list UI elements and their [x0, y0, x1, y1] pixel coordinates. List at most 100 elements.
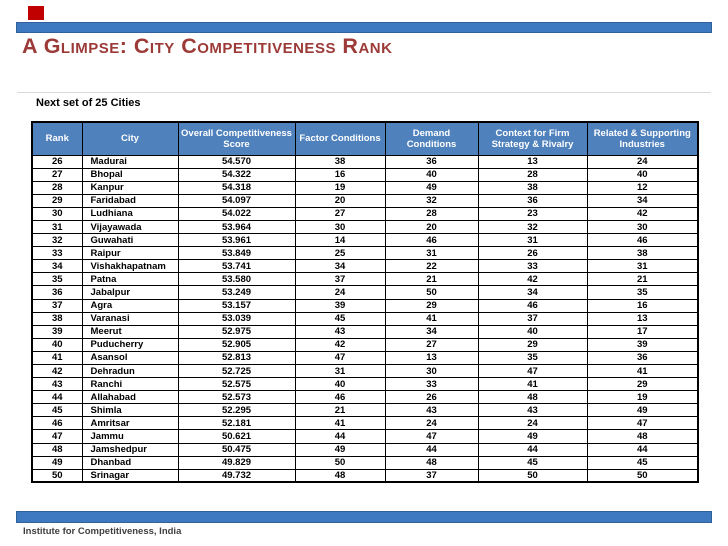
context-rivalry-cell: 43 [477, 403, 588, 418]
column-header: City [81, 121, 179, 156]
context-rivalry-cell: 36 [477, 193, 588, 208]
score-cell: 53.961 [177, 233, 296, 248]
score-cell: 54.318 [177, 180, 296, 195]
city-cell: Puducherry [81, 337, 179, 352]
table-row: 34 Vishakhapatnam 53.741 34 22 33 31 [31, 259, 699, 274]
rank-cell: 43 [31, 377, 83, 392]
score-cell: 53.249 [177, 285, 296, 300]
factor-conditions-cell: 46 [294, 390, 386, 405]
factor-conditions-cell: 27 [294, 206, 386, 221]
table-row: 48 Jamshedpur 50.475 49 44 44 44 [31, 442, 699, 457]
context-rivalry-cell: 24 [477, 416, 588, 431]
related-industries-cell: 30 [586, 219, 699, 235]
city-cell: Guwahati [81, 233, 179, 248]
city-cell: Vijayawada [81, 219, 179, 235]
demand-conditions-cell: 49 [384, 180, 479, 195]
city-cell: Raipur [81, 246, 179, 261]
factor-conditions-cell: 43 [294, 324, 386, 339]
related-industries-cell: 13 [586, 311, 699, 326]
rank-cell: 36 [31, 285, 83, 300]
score-cell: 49.829 [177, 455, 296, 470]
city-cell: Bhopal [81, 167, 179, 182]
context-rivalry-cell: 35 [477, 350, 588, 366]
table-row: 50 Srinagar 49.732 48 37 50 50 [31, 468, 699, 483]
related-industries-cell: 38 [586, 246, 699, 261]
context-rivalry-cell: 47 [477, 363, 588, 379]
table-row: 30 Ludhiana 54.022 27 28 23 42 [31, 206, 699, 221]
rank-cell: 29 [31, 193, 83, 208]
table-row: 31 Vijayawada 53.964 30 20 32 30 [31, 219, 699, 235]
rank-cell: 38 [31, 311, 83, 326]
related-industries-cell: 41 [586, 363, 699, 379]
demand-conditions-cell: 30 [384, 363, 479, 379]
demand-conditions-cell: 40 [384, 167, 479, 182]
city-cell: Ranchi [81, 377, 179, 392]
city-cell: Jammu [81, 429, 179, 444]
related-industries-cell: 17 [586, 324, 699, 339]
factor-conditions-cell: 42 [294, 337, 386, 352]
score-cell: 52.181 [177, 416, 296, 431]
score-cell: 53.039 [177, 311, 296, 326]
context-rivalry-cell: 28 [477, 167, 588, 182]
slide-accent-square [28, 6, 44, 20]
score-cell: 53.964 [177, 219, 296, 235]
related-industries-cell: 34 [586, 193, 699, 208]
demand-conditions-cell: 21 [384, 272, 479, 287]
factor-conditions-cell: 47 [294, 350, 386, 366]
factor-conditions-cell: 30 [294, 219, 386, 235]
demand-conditions-cell: 50 [384, 285, 479, 300]
demand-conditions-cell: 29 [384, 298, 479, 313]
score-cell: 50.621 [177, 429, 296, 444]
table-row: 28 Kanpur 54.318 19 49 38 12 [31, 180, 699, 195]
factor-conditions-cell: 40 [294, 377, 386, 392]
context-rivalry-cell: 31 [477, 233, 588, 248]
factor-conditions-cell: 31 [294, 363, 386, 379]
related-industries-cell: 46 [586, 233, 699, 248]
factor-conditions-cell: 38 [294, 154, 386, 169]
score-cell: 53.741 [177, 259, 296, 274]
column-header: Demand Conditions [384, 121, 479, 156]
context-rivalry-cell: 29 [477, 337, 588, 352]
related-industries-cell: 39 [586, 337, 699, 352]
score-cell: 52.295 [177, 403, 296, 418]
footer-credit: Institute for Competitiveness, India [23, 526, 182, 537]
context-rivalry-cell: 23 [477, 206, 588, 221]
factor-conditions-cell: 37 [294, 272, 386, 287]
city-cell: Varanasi [81, 311, 179, 326]
demand-conditions-cell: 27 [384, 337, 479, 352]
page-title: A Glimpse: City Competitiveness Rank [22, 34, 393, 58]
rank-cell: 46 [31, 416, 83, 431]
related-industries-cell: 42 [586, 206, 699, 221]
factor-conditions-cell: 20 [294, 193, 386, 208]
factor-conditions-cell: 19 [294, 180, 386, 195]
header-row: Rank City Overall Competitiveness Score Fac… [31, 121, 699, 156]
demand-conditions-cell: 43 [384, 403, 479, 418]
factor-conditions-cell: 21 [294, 403, 386, 418]
rank-cell: 48 [31, 442, 83, 457]
related-industries-cell: 21 [586, 272, 699, 287]
table-row: 44 Allahabad 52.573 46 26 48 19 [31, 390, 699, 405]
related-industries-cell: 49 [586, 403, 699, 418]
city-cell: Srinagar [81, 468, 179, 483]
context-rivalry-cell: 46 [477, 298, 588, 313]
rank-cell: 41 [31, 350, 83, 366]
rank-cell: 35 [31, 272, 83, 287]
factor-conditions-cell: 44 [294, 429, 386, 444]
factor-conditions-cell: 16 [294, 167, 386, 182]
factor-conditions-cell: 41 [294, 416, 386, 431]
table-row: 49 Dhanbad 49.829 50 48 45 45 [31, 455, 699, 470]
bottom-accent-bar [16, 511, 712, 523]
demand-conditions-cell: 13 [384, 350, 479, 366]
score-cell: 50.475 [177, 442, 296, 457]
table-row: 33 Raipur 53.849 25 31 26 38 [31, 246, 699, 261]
context-rivalry-cell: 50 [477, 468, 588, 483]
score-cell: 54.097 [177, 193, 296, 208]
context-rivalry-cell: 37 [477, 311, 588, 326]
demand-conditions-cell: 46 [384, 233, 479, 248]
related-industries-cell: 47 [586, 416, 699, 431]
score-cell: 52.575 [177, 377, 296, 392]
score-cell: 49.732 [177, 468, 296, 483]
rank-cell: 50 [31, 468, 83, 483]
column-header: Factor Conditions [294, 121, 386, 156]
table-row: 26 Madurai 54.570 38 36 13 24 [31, 154, 699, 169]
